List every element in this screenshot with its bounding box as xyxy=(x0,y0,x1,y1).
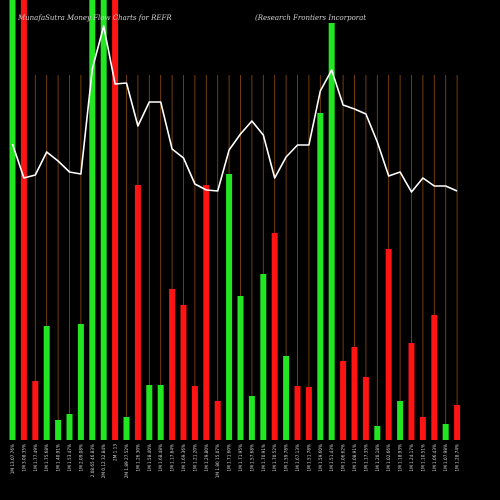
x-tick-label: 1M 1.06.43% xyxy=(432,444,437,472)
bar xyxy=(112,0,119,440)
x-tick-label: 1M 1.06.62% xyxy=(341,444,346,472)
x-tick-label: 1M 1.80 15.07% xyxy=(215,444,220,478)
x-tick-label: 1M 1.18.93% xyxy=(398,444,403,472)
x-tick-label: 1M 1.70.91% xyxy=(261,444,266,472)
x-tick-label: 1M 1.10.51% xyxy=(420,444,425,472)
x-tick-label: 1M 1.02.66% xyxy=(386,444,391,472)
bar xyxy=(214,401,221,440)
x-tick-label: 1M 1.68.48% xyxy=(158,444,163,472)
x-tick-label: 2M 0.12 32.84% xyxy=(101,444,106,478)
price-line xyxy=(11,25,458,193)
x-tick-label: 1M 1.17.35% xyxy=(363,444,368,472)
x-tick-label: 1M 1.53.47% xyxy=(67,444,72,472)
bar xyxy=(169,289,176,440)
bar xyxy=(351,347,358,440)
bar xyxy=(408,343,415,440)
bar xyxy=(123,417,130,440)
x-tick-label: 1M 3.08.35% xyxy=(21,444,26,472)
bar xyxy=(305,387,312,440)
bar xyxy=(317,113,324,440)
x-tick-label: 1M 1.17.84% xyxy=(170,444,175,472)
bar xyxy=(191,386,198,440)
bar xyxy=(203,185,210,440)
bar xyxy=(385,249,392,440)
x-tick-label: 1M 1.24.17% xyxy=(409,444,414,472)
bar xyxy=(237,296,244,440)
bar xyxy=(134,185,141,440)
x-tick-label: 1M 1.70.52% xyxy=(272,444,277,472)
x-tick-label: 1M 1.77.49% xyxy=(33,444,38,472)
bar xyxy=(43,326,50,440)
bar xyxy=(100,0,107,440)
bar xyxy=(66,414,73,440)
x-tick-label: 1M 1.51.43% xyxy=(329,444,334,472)
x-tick-labels: 1M 13.07.76% 1M 3.08.35% 1M 1.77.49% 1M 1.7… xyxy=(10,444,460,479)
bar xyxy=(454,405,461,440)
bar xyxy=(431,315,438,440)
bar xyxy=(260,274,267,440)
bar xyxy=(397,401,404,440)
bar xyxy=(271,233,278,440)
x-tick-label: 1M 13.07.76% xyxy=(10,444,15,474)
x-tick-label: 1M 1.59.60% xyxy=(318,444,323,472)
chart-title-left: MunafaSutra Money Flow Charts for REFR xyxy=(17,14,172,22)
x-tick-label: 1M 1.69.36% xyxy=(181,444,186,472)
bar xyxy=(419,417,426,440)
x-tick-label: 1M 1.75.68% xyxy=(44,444,49,472)
x-tick-label: 1M 1.20.18% xyxy=(375,444,380,472)
x-tick-label: 1M 1.67.13% xyxy=(295,444,300,472)
x-tick-label: 1M 1.57.68% xyxy=(249,444,254,472)
bar xyxy=(294,386,301,440)
bar-series xyxy=(9,0,461,440)
bar xyxy=(362,377,369,440)
bar xyxy=(55,420,62,440)
bar xyxy=(89,0,96,440)
x-tick-label: 1M 1.26.30% xyxy=(135,444,140,472)
bar xyxy=(146,385,153,440)
x-tick-label: 2.08.65 46.83% xyxy=(90,444,95,477)
x-tick-label: 1M 1.08.91% xyxy=(352,444,357,472)
bar xyxy=(374,426,381,440)
x-tick-label: 1M 1.29.80% xyxy=(204,444,209,472)
bar xyxy=(157,385,164,440)
bar xyxy=(20,0,27,440)
bar xyxy=(340,361,347,440)
bar xyxy=(283,356,290,440)
x-tick-label: 1M 1.51.78% xyxy=(306,444,311,472)
bar xyxy=(77,324,84,440)
x-tick-label: 1M 1.40.91% xyxy=(56,444,61,472)
x-tick-label: 1M 2.09.08% xyxy=(78,444,83,472)
bar xyxy=(328,23,335,440)
chart-title-right: (Research Frontiers Incorporat xyxy=(255,14,366,22)
bar xyxy=(226,174,233,440)
x-tick-label: 1M 1.28.74% xyxy=(455,444,460,472)
bar xyxy=(32,381,39,440)
x-tick-label: 1M 1.71.60% xyxy=(227,444,232,472)
bar xyxy=(442,424,449,440)
x-tick-label: 1M 1.59.78% xyxy=(284,444,289,472)
bar xyxy=(180,305,187,440)
x-tick-label: 1M 1.58.40% xyxy=(147,444,152,472)
x-tick-label: 1M 1.21.20% xyxy=(192,444,197,472)
bar xyxy=(248,396,255,440)
x-tick-label: 1M 1.07.98% xyxy=(443,444,448,472)
x-tick-label: 2M 1.89 27.52% xyxy=(124,444,129,478)
x-tick-label: 2M 1.13 xyxy=(113,444,118,461)
bar xyxy=(9,0,16,440)
x-tick-label: 1M 1.71.95% xyxy=(238,444,243,472)
